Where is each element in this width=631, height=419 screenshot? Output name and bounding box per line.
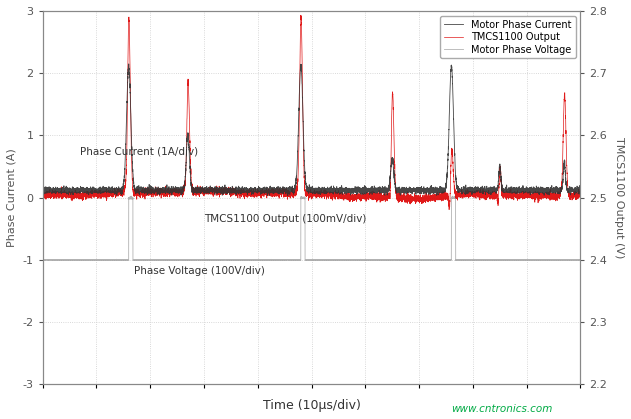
Motor Phase Voltage <box>438 257 445 262</box>
TMCS1100 Output <box>380 197 388 202</box>
TMCS1100 Output <box>66 192 73 197</box>
Motor Phase Current <box>39 185 47 190</box>
Line: TMCS1100 Output: TMCS1100 Output <box>43 15 581 210</box>
Motor Phase Voltage <box>127 194 135 199</box>
X-axis label: Time (10μs/div): Time (10μs/div) <box>262 399 360 412</box>
Y-axis label: TMCS1100 Output (V): TMCS1100 Output (V) <box>614 137 624 259</box>
Motor Phase Voltage <box>39 258 47 263</box>
Motor Phase Voltage <box>577 258 584 263</box>
Text: TMCS1100 Output (100mV/div): TMCS1100 Output (100mV/div) <box>204 214 367 224</box>
Motor Phase Voltage <box>380 258 388 263</box>
Motor Phase Current <box>357 188 365 193</box>
Motor Phase Voltage <box>357 258 365 263</box>
Motor Phase Voltage <box>466 257 474 262</box>
Motor Phase Current <box>284 193 292 198</box>
Motor Phase Current <box>66 190 73 195</box>
Motor Phase Voltage <box>233 258 241 263</box>
Text: Phase Current (1A/div): Phase Current (1A/div) <box>80 147 198 157</box>
Motor Phase Current <box>577 186 584 191</box>
Motor Phase Current <box>125 61 133 66</box>
Legend: Motor Phase Current, TMCS1100 Output, Motor Phase Voltage: Motor Phase Current, TMCS1100 Output, Mo… <box>440 16 575 58</box>
Y-axis label: Phase Current (A): Phase Current (A) <box>7 148 17 247</box>
Motor Phase Current <box>233 187 241 192</box>
Line: Motor Phase Current: Motor Phase Current <box>43 64 581 196</box>
Motor Phase Voltage <box>66 258 73 263</box>
Text: www.cntronics.com: www.cntronics.com <box>451 404 553 414</box>
Motor Phase Current <box>466 188 474 193</box>
Line: Motor Phase Voltage: Motor Phase Voltage <box>43 196 581 261</box>
TMCS1100 Output <box>297 13 305 18</box>
TMCS1100 Output <box>466 192 474 197</box>
TMCS1100 Output <box>39 192 47 197</box>
Text: Phase Voltage (100V/div): Phase Voltage (100V/div) <box>134 266 265 276</box>
Motor Phase Current <box>438 189 445 194</box>
TMCS1100 Output <box>357 194 365 199</box>
TMCS1100 Output <box>445 207 453 212</box>
TMCS1100 Output <box>577 196 584 201</box>
TMCS1100 Output <box>438 190 445 195</box>
Motor Phase Current <box>380 188 388 193</box>
Motor Phase Voltage <box>140 258 148 263</box>
TMCS1100 Output <box>233 189 241 194</box>
